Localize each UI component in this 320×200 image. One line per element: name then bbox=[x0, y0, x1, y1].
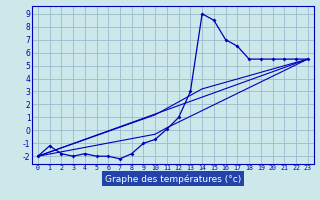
X-axis label: Graphe des températures (°c): Graphe des températures (°c) bbox=[105, 174, 241, 184]
